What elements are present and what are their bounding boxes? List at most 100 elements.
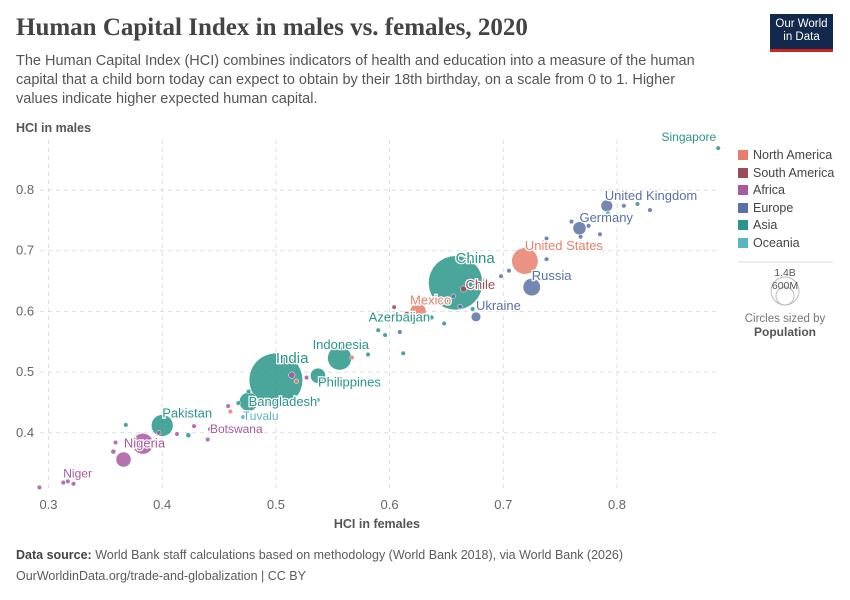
data-point bbox=[310, 367, 326, 384]
data-point bbox=[36, 484, 42, 490]
size-legend-caption: Circles sized by bbox=[745, 313, 826, 325]
source-text: World Bank staff calculations based on m… bbox=[95, 548, 624, 562]
data-point bbox=[70, 481, 77, 487]
legend-label: Africa bbox=[753, 183, 785, 198]
data-point bbox=[304, 375, 310, 381]
data-point bbox=[375, 327, 381, 333]
data-point bbox=[397, 329, 403, 335]
data-point bbox=[400, 350, 406, 356]
x-tick-label: 0.7 bbox=[494, 497, 512, 512]
data-point bbox=[349, 354, 355, 361]
point-label: Mexico bbox=[410, 292, 451, 307]
point-label: Singapore bbox=[661, 130, 716, 144]
data-point bbox=[288, 371, 296, 379]
data-point bbox=[522, 278, 541, 297]
legend-item[interactable]: Africa bbox=[738, 183, 785, 197]
source-url[interactable]: OurWorldinData.org/trade-and-globalizati… bbox=[16, 569, 306, 583]
point-label: Nigeria bbox=[124, 436, 166, 451]
x-tick-label: 0.3 bbox=[39, 497, 57, 512]
point-label: United States bbox=[525, 238, 604, 253]
data-point bbox=[605, 210, 611, 216]
data-point bbox=[470, 311, 482, 322]
data-point bbox=[248, 352, 303, 408]
x-axis-label: HCI in females bbox=[334, 517, 420, 531]
source-label: Data source: bbox=[16, 548, 92, 562]
data-point bbox=[543, 256, 550, 262]
logo-line-1: Our World bbox=[775, 18, 828, 30]
data-point bbox=[403, 311, 410, 317]
data-point bbox=[174, 431, 180, 437]
data-point bbox=[132, 433, 154, 455]
legend-label: South America bbox=[753, 165, 835, 180]
y-tick-label: 0.5 bbox=[16, 364, 34, 379]
data-point bbox=[110, 448, 117, 455]
y-tick-label: 0.6 bbox=[16, 303, 34, 318]
point-label: Ukraine bbox=[476, 298, 521, 313]
legend-item[interactable]: Europe bbox=[738, 201, 793, 215]
size-legend-big-label: 1.4B bbox=[774, 267, 796, 279]
data-point bbox=[391, 304, 397, 310]
y-tick-label: 0.4 bbox=[16, 425, 34, 440]
point-label: Bangladesh bbox=[249, 394, 318, 409]
legend-label: Oceania bbox=[753, 236, 800, 250]
data-point bbox=[156, 430, 162, 436]
data-point bbox=[207, 426, 213, 432]
data-point bbox=[227, 409, 233, 415]
legend-swatch bbox=[738, 185, 748, 196]
x-tick-label: 0.6 bbox=[381, 497, 399, 512]
point-label: United Kingdom bbox=[605, 188, 698, 203]
legend-item[interactable]: Asia bbox=[738, 218, 777, 232]
data-point bbox=[382, 332, 388, 338]
size-legend-caption-bold: Population bbox=[754, 325, 816, 339]
data-point bbox=[586, 223, 592, 229]
point-label: Pakistan bbox=[162, 406, 212, 421]
legend-swatch bbox=[738, 220, 748, 231]
data-point bbox=[429, 314, 435, 321]
data-point bbox=[498, 273, 504, 279]
data-point bbox=[647, 207, 653, 213]
data-point bbox=[293, 378, 299, 384]
point-label: India bbox=[276, 350, 309, 367]
point-label: Germany bbox=[579, 210, 633, 225]
size-legend-circle-small bbox=[775, 286, 795, 306]
data-point bbox=[568, 219, 575, 225]
data-point bbox=[634, 201, 641, 207]
data-point bbox=[428, 255, 483, 311]
point-label: Tuvalu bbox=[243, 409, 279, 423]
y-tick-label: 0.7 bbox=[16, 243, 34, 258]
owid-logo[interactable]: Our World in Data bbox=[770, 14, 833, 52]
data-point bbox=[543, 236, 550, 242]
legend-item[interactable]: North America bbox=[738, 148, 832, 162]
y-axis-label: HCI in males bbox=[16, 121, 92, 135]
point-label: Azerbaijan bbox=[369, 309, 430, 324]
legend-label: North America bbox=[753, 148, 833, 162]
data-point bbox=[482, 277, 488, 283]
data-point bbox=[597, 231, 603, 237]
data-point bbox=[60, 480, 66, 486]
data-point bbox=[460, 285, 467, 293]
data-point bbox=[470, 306, 476, 312]
data-point bbox=[225, 403, 231, 409]
data-point bbox=[441, 320, 447, 327]
data-point bbox=[123, 422, 129, 428]
data-point bbox=[151, 414, 174, 437]
legend-swatch bbox=[738, 202, 748, 213]
data-point bbox=[578, 234, 584, 240]
data-point bbox=[240, 414, 246, 420]
data-point bbox=[246, 388, 252, 395]
x-tick-label: 0.4 bbox=[153, 497, 171, 512]
data-point bbox=[457, 303, 463, 310]
data-point bbox=[191, 423, 197, 429]
x-tick-label: 0.5 bbox=[267, 497, 285, 512]
data-point bbox=[511, 247, 539, 275]
logo-line-2: in Data bbox=[783, 31, 820, 43]
data-point bbox=[235, 400, 241, 406]
legend-item[interactable]: Oceania bbox=[738, 236, 800, 250]
point-label: Niger bbox=[63, 467, 92, 481]
data-point bbox=[409, 303, 427, 320]
legend-item[interactable]: South America bbox=[738, 166, 834, 180]
data-point bbox=[113, 439, 119, 446]
size-legend-small-label: 600M bbox=[772, 280, 798, 292]
data-point bbox=[450, 293, 456, 299]
